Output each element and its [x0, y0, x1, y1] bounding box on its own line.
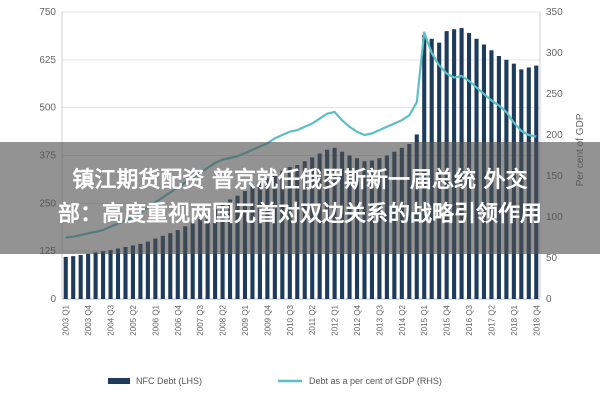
left-tick-label: 500 — [39, 103, 56, 114]
left-tick-label: 0 — [50, 294, 56, 305]
right-tick-label: 200 — [546, 130, 563, 141]
bar-2003-q2 — [71, 256, 76, 299]
bar-2005-q2 — [130, 245, 136, 299]
bar-2003-q3 — [78, 254, 83, 299]
x-tick-label: 2011 Q2 — [308, 304, 317, 335]
x-tick-label: 2015 Q1 — [420, 304, 429, 335]
right-tick-label: 0 — [546, 294, 552, 305]
left-tick-label: 750 — [39, 7, 56, 18]
x-tick-label: 2013 Q3 — [375, 304, 384, 335]
bar-2004-q4 — [115, 248, 121, 299]
bar-2006-q2 — [160, 235, 165, 299]
bar-2003-q4 — [86, 253, 91, 299]
bar-2003-q1 — [63, 256, 68, 299]
overlay-banner: 镇江期货配资 普京就任俄罗斯新一届总统 外交 部：高度重视两国元首对双边关系的战… — [0, 142, 600, 254]
x-tick-label: 2007 Q3 — [196, 304, 205, 335]
x-tick-label: 2016 Q3 — [465, 304, 474, 335]
bar-2007-q2 — [190, 222, 195, 299]
bar-2004-q2 — [101, 251, 106, 299]
x-tick-label: 2008 Q2 — [219, 304, 228, 335]
right-tick-label: 50 — [546, 253, 558, 264]
right-tick-label: 350 — [546, 7, 563, 18]
right-tick-label: 250 — [546, 89, 563, 100]
left-tick-label: 625 — [39, 55, 56, 66]
x-tick-label: 2018 Q4 — [532, 304, 541, 335]
x-tick-label: 2014 Q2 — [398, 304, 407, 335]
legend-swatch-nfc-debt — [108, 378, 130, 384]
legend: NFC Debt (LHS) Debt as a per cent of GDP… — [108, 376, 442, 386]
overlay-text-line-2: 部：高度重视两国元首对双边关系的战略引领作用 — [57, 202, 542, 227]
bar-2005-q4 — [145, 241, 150, 299]
x-tick-label: 2017 Q2 — [487, 304, 496, 335]
overlay-text-line-1: 镇江期货配资 普京就任俄罗斯新一届总统 外交 — [72, 168, 528, 193]
bar-2007-q3 — [198, 218, 203, 299]
legend-label-debt-gdp: Debt as a per cent of GDP (RHS) — [309, 376, 442, 386]
x-tick-label: 2003 Q1 — [62, 304, 71, 335]
x-tick-label: 2004 Q3 — [107, 304, 116, 335]
x-axis-ticks: 2003 Q1 2003 Q4 2004 Q3 2005 Q2 2006 Q1 2006 … — [62, 304, 542, 335]
bar-2007-q1 — [183, 226, 188, 299]
bar-2005-q3 — [138, 243, 143, 299]
bar-2006-q1 — [153, 238, 158, 299]
bar-2006-q3 — [168, 233, 173, 299]
bar-2008-q1 — [213, 209, 218, 299]
x-tick-label: 2018 Q1 — [510, 304, 519, 335]
x-tick-label: 2009 Q4 — [263, 304, 272, 335]
x-tick-label: 2006 Q1 — [151, 304, 160, 335]
bar-2006-q4 — [175, 230, 180, 299]
x-tick-label: 2006 Q4 — [174, 304, 183, 335]
x-tick-label: 2009 Q1 — [241, 304, 250, 335]
bar-2007-q4 — [205, 214, 210, 299]
legend-label-nfc-debt: NFC Debt (LHS) — [136, 376, 202, 386]
x-tick-label: 2015 Q4 — [443, 304, 452, 335]
x-tick-label: 2010 Q3 — [286, 304, 295, 335]
bar-2004-q1 — [93, 252, 98, 299]
bar-2004-q3 — [108, 250, 113, 299]
x-tick-label: 2012 Q4 — [353, 304, 362, 335]
x-tick-label: 2005 Q2 — [129, 304, 138, 335]
bar-2005-q1 — [123, 246, 128, 299]
x-tick-label: 2012 Q1 — [331, 304, 340, 335]
x-tick-label: 2003 Q4 — [84, 304, 93, 335]
right-tick-label: 300 — [546, 48, 563, 59]
